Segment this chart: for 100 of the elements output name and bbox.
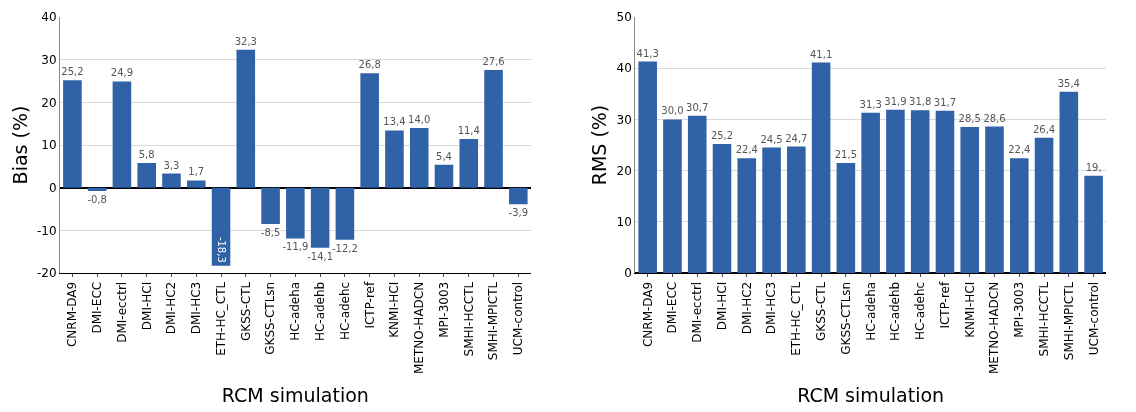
x-tick-label: ETH-HC_CTL	[213, 281, 228, 356]
x-tick-label: KNMI-HCI	[962, 281, 977, 338]
bar	[787, 146, 806, 273]
bar	[811, 62, 831, 273]
y-tick-label: 20	[616, 163, 632, 178]
bar	[236, 49, 256, 188]
bar	[484, 69, 503, 188]
data-label: 21,5	[834, 148, 858, 160]
data-label: 22,4	[735, 144, 758, 156]
data-label: 14,0	[408, 113, 431, 125]
x-axis-title: RCM simulation	[221, 383, 369, 406]
bar	[985, 126, 1004, 273]
data-label: 30,7	[686, 101, 709, 113]
bar	[286, 187, 305, 239]
bar	[211, 187, 231, 266]
y-axis-title: Bias (%)	[8, 105, 31, 185]
data-label: 41,3	[636, 47, 659, 59]
data-label: 26,8	[358, 59, 381, 71]
x-tick-label: HC-adeha	[288, 281, 303, 341]
y-tick-label: 0	[624, 266, 632, 281]
y-tick-label: 30	[616, 112, 632, 127]
data-label: -14,1	[307, 250, 334, 262]
y-tick-label: -20	[36, 266, 57, 281]
bar	[1084, 175, 1103, 273]
x-tick-label: UCM-control	[511, 281, 526, 356]
y-tick-label: 30	[41, 52, 57, 67]
bar	[162, 173, 181, 188]
x-tick-label: HC-adehc	[913, 281, 928, 341]
data-label: -0,8	[87, 194, 107, 206]
x-tick-label: SMHI-HCCTL	[461, 281, 476, 357]
bar	[935, 110, 955, 273]
data-label: 31,7	[933, 96, 957, 108]
data-label: 27,6	[482, 55, 505, 67]
bar	[261, 187, 280, 224]
data-label: 32,3	[234, 35, 257, 47]
y-tick-label: 10	[616, 215, 632, 229]
data-label: 3,3	[163, 159, 180, 171]
x-tick-label: HC-adeha	[863, 281, 878, 341]
bar	[509, 187, 528, 205]
x-tick-label: METNO-HADCN	[412, 281, 427, 374]
bar	[310, 187, 330, 248]
x-tick-label: MPI-3003	[1012, 281, 1027, 338]
x-tick-label: DMI-ecctrl	[690, 281, 705, 343]
data-label: 35,4	[1057, 77, 1080, 89]
bar	[886, 109, 905, 273]
x-tick-label: DMI-ECC	[90, 281, 105, 334]
x-axis-title: RCM simulation	[797, 383, 945, 406]
data-label: -11,9	[282, 241, 309, 253]
y-tick-label: 10	[41, 138, 57, 153]
bar	[186, 180, 206, 188]
x-tick-label: SMHI-MPICTL	[1061, 281, 1076, 361]
bar	[836, 162, 856, 273]
bar	[712, 143, 732, 273]
bar	[687, 115, 707, 273]
y-tick-label: -10	[36, 223, 57, 238]
data-label: 28,6	[983, 112, 1006, 124]
data-label: 5,4	[436, 150, 452, 162]
bar	[1010, 158, 1029, 273]
data-label: 24,5	[760, 133, 783, 145]
data-label: 1,7	[188, 166, 205, 178]
x-tick-label: DMI-ecctrl	[114, 281, 129, 343]
bar	[663, 119, 682, 273]
data-label: 5,8	[138, 148, 155, 160]
data-label: 31,9	[884, 95, 907, 107]
data-label: 41,1	[809, 48, 833, 60]
data-label: 19,	[1085, 161, 1102, 173]
data-label: -18,3	[215, 236, 227, 263]
data-label: -8,5	[260, 226, 281, 238]
x-tick-label: SMHI-HCCTL	[1036, 281, 1051, 357]
data-label: 13,4	[383, 116, 406, 128]
bar	[335, 187, 355, 240]
x-tick-label: KNMI-HCI	[387, 281, 402, 338]
x-tick-label: DMI-HCI	[714, 281, 729, 331]
data-label: 25,2	[61, 66, 84, 78]
x-tick-label: DMI-HC3	[189, 281, 204, 335]
bar	[960, 127, 980, 273]
x-tick-label: HC-adehc	[337, 281, 352, 341]
data-label: 11,4	[457, 125, 480, 137]
bar	[737, 158, 757, 273]
data-label: 28,5	[958, 113, 981, 125]
bar	[409, 127, 429, 188]
bar	[638, 61, 657, 273]
data-label: -12,2	[331, 242, 358, 254]
data-label: 31,3	[859, 98, 882, 110]
data-label: 24,9	[110, 67, 134, 79]
x-tick-label: HC-adehb	[313, 281, 328, 342]
bar	[1059, 91, 1079, 273]
bar	[861, 112, 880, 273]
x-tick-label: DMI-HC3	[764, 281, 779, 335]
y-tick-label: 40	[616, 61, 632, 76]
x-tick-label: GKSS-CTLsn	[838, 281, 853, 355]
x-tick-label: DMI-HCI	[139, 281, 154, 331]
data-label: 24,7	[785, 132, 808, 144]
x-tick-label: ICTP-ref	[362, 281, 377, 329]
x-tick-label: MPI-3003	[436, 281, 451, 338]
x-tick-label: GKSS-CTL	[238, 281, 253, 341]
bar	[63, 80, 82, 188]
data-label: -3,9	[508, 207, 529, 219]
y-tick-label: 40	[41, 10, 57, 25]
x-tick-label: HC-adehb	[888, 281, 903, 342]
